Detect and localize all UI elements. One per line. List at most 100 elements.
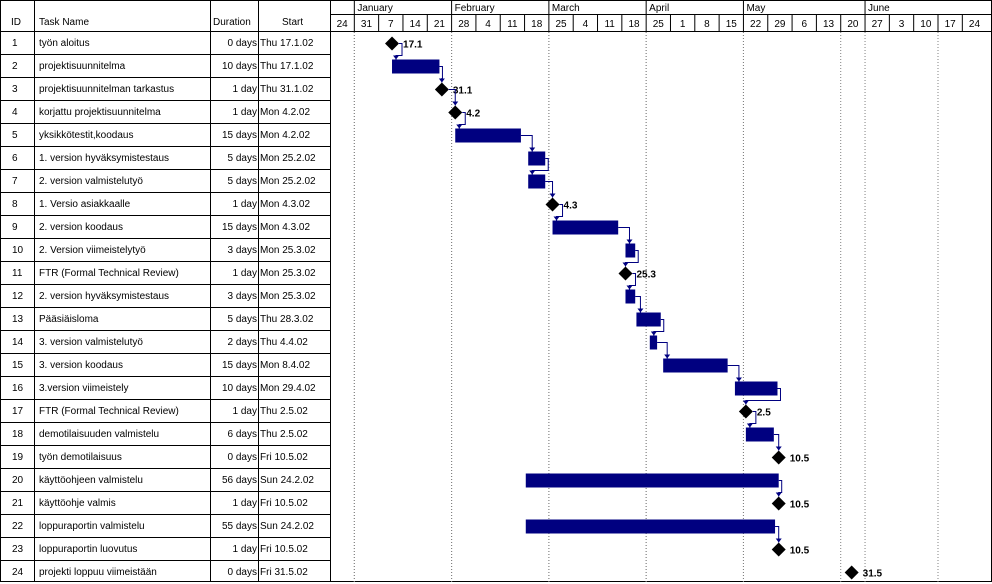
column-header-start[interactable]: Start	[282, 17, 304, 28]
month-label: February	[455, 3, 495, 14]
row-task-name-cell: projektisuunnitelman tarkastus	[39, 84, 175, 95]
week-label: 4	[485, 19, 491, 30]
task-bar[interactable]	[636, 312, 661, 327]
task-bar[interactable]	[528, 174, 546, 189]
week-label: 28	[458, 19, 470, 30]
milestone-diamond[interactable]	[448, 105, 463, 120]
week-label: 4	[583, 19, 589, 30]
dependency-arrow	[529, 170, 536, 175]
row-task-name-cell: 3. version valmistelutyö	[39, 337, 143, 348]
row-duration-cell: 6 days	[227, 429, 257, 440]
row-task-name-cell: 1. version hyväksymistestaus	[39, 153, 170, 164]
month-label: March	[552, 3, 580, 14]
task-bar[interactable]	[455, 128, 521, 143]
dependency-arrow	[456, 124, 463, 129]
row-id-cell: 18	[12, 429, 24, 440]
dependency-arrow	[626, 285, 633, 290]
milestone-diamond[interactable]	[844, 565, 859, 580]
row-start-cell: Thu 17.1.02	[260, 38, 314, 49]
task-bar[interactable]	[528, 151, 546, 166]
row-task-name-cell: 3. version koodaus	[39, 360, 123, 371]
row-id-cell: 1	[12, 38, 18, 49]
dependency-arrow	[664, 354, 671, 359]
row-task-name-cell: korjattu projektisuunnitelma	[39, 107, 161, 118]
row-task-name-cell: 2. version hyväksymistestaus	[39, 291, 170, 302]
dependency-arrow	[393, 55, 400, 60]
task-bar[interactable]	[663, 358, 728, 373]
task-bar[interactable]	[525, 473, 779, 488]
task-bar[interactable]	[625, 243, 636, 258]
row-duration-cell: 0 days	[227, 452, 257, 463]
row-duration-cell: 1 day	[232, 107, 257, 118]
row-id-cell: 3	[12, 84, 18, 95]
week-label: 20	[847, 19, 859, 30]
month-label: June	[868, 3, 890, 14]
column-header-duration[interactable]: Duration	[213, 17, 251, 28]
task-bar[interactable]	[745, 427, 774, 442]
milestone-diamond[interactable]	[545, 197, 560, 212]
task-bar[interactable]	[525, 519, 776, 534]
task-bar[interactable]	[625, 289, 636, 304]
row-task-name-cell: käyttöohje valmis	[39, 498, 116, 509]
row-start-cell: Mon 8.4.02	[260, 360, 311, 371]
row-start-cell: Fri 10.5.02	[260, 544, 308, 555]
week-label: 18	[628, 19, 640, 30]
milestone-diamond[interactable]	[771, 450, 786, 465]
row-start-cell: Mon 25.3.02	[260, 245, 316, 256]
row-duration-cell: 1 day	[232, 406, 257, 417]
column-header-task-name[interactable]: Task Name	[39, 17, 90, 28]
row-id-cell: 17	[12, 406, 24, 417]
milestone-diamond[interactable]	[385, 36, 400, 51]
week-label: 15	[726, 19, 738, 30]
row-duration-cell: 15 days	[221, 360, 257, 371]
row-id-cell: 21	[12, 498, 24, 509]
row-duration-cell: 5 days	[227, 153, 257, 164]
milestone-diamond[interactable]	[738, 404, 753, 419]
row-id-cell: 2	[12, 61, 18, 72]
task-bar[interactable]	[649, 335, 658, 350]
row-start-cell: Thu 28.3.02	[260, 314, 314, 325]
row-duration-cell: 10 days	[221, 61, 257, 72]
milestone-diamond[interactable]	[771, 496, 786, 511]
row-duration-cell: 5 days	[227, 176, 257, 187]
milestone-label: 31.5	[863, 569, 883, 580]
row-start-cell: Thu 31.1.02	[260, 84, 314, 95]
row-task-name-cell: FTR (Formal Technical Review)	[39, 268, 179, 279]
milestone-diamond[interactable]	[771, 542, 786, 557]
milestone-diamond[interactable]	[434, 82, 449, 97]
column-header-id[interactable]: ID	[11, 17, 21, 28]
month-label: April	[649, 3, 669, 14]
dependency-arrow	[775, 538, 782, 543]
task-bar[interactable]	[734, 381, 778, 396]
row-id-cell: 12	[12, 291, 24, 302]
row-start-cell: Mon 29.4.02	[260, 383, 316, 394]
dependency-arrow	[553, 216, 560, 221]
row-duration-cell: 0 days	[227, 38, 257, 49]
row-duration-cell: 1 day	[232, 544, 257, 555]
row-start-cell: Mon 4.3.02	[260, 222, 311, 233]
week-label: 31	[361, 19, 373, 30]
task-bar[interactable]	[552, 220, 619, 235]
row-task-name-cell: 2. version valmistelutyö	[39, 176, 143, 187]
week-label: 27	[872, 19, 884, 30]
row-task-name-cell: työn aloitus	[39, 38, 90, 49]
task-bar[interactable]	[392, 59, 440, 74]
dependency-arrow	[438, 78, 445, 83]
week-label: 8	[704, 19, 710, 30]
row-duration-cell: 15 days	[221, 130, 257, 141]
milestone-diamond[interactable]	[618, 266, 633, 281]
row-task-name-cell: 2. Version viimeistelytyö	[39, 245, 146, 256]
row-start-cell: Mon 25.2.02	[260, 153, 316, 164]
milestone-label: 10.5	[790, 500, 810, 511]
row-task-name-cell: demotilaisuuden valmistelu	[39, 429, 160, 440]
week-label: 1	[680, 19, 686, 30]
dependency-arrow	[529, 147, 536, 152]
row-task-name-cell: käyttöohjeen valmistelu	[39, 475, 143, 486]
week-label: 13	[823, 19, 835, 30]
milestone-label: 4.3	[564, 201, 578, 212]
week-label: 11	[507, 19, 518, 30]
row-start-cell: Thu 4.4.02	[260, 337, 308, 348]
week-label: 24	[969, 19, 981, 30]
week-label: 6	[801, 19, 807, 30]
